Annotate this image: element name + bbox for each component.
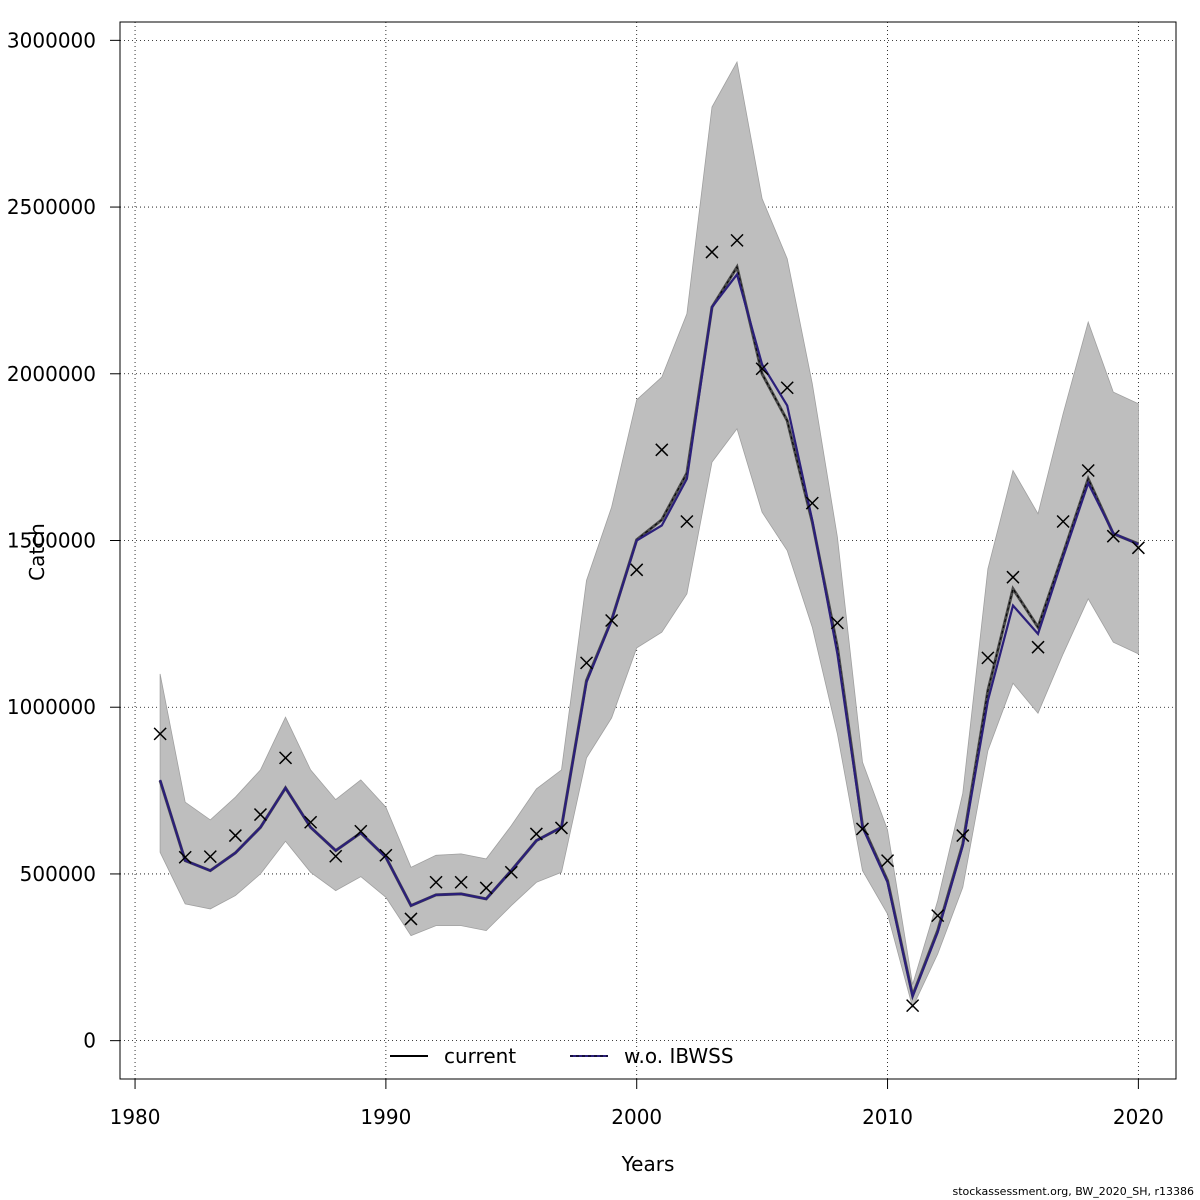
y-tick-label-0: 0 [83,1029,96,1053]
observed-point-2013 [956,829,970,843]
legend: current w.o. IBWSS [390,1044,734,1068]
legend-label-current: current [444,1044,516,1068]
y-tick-label-3: 1500000 [7,528,96,552]
observed-point-1981 [153,727,167,741]
y-axis: 0 500000 1000000 1500000 2000000 2500000 30000… [7,28,120,1053]
observed-point-1999 [605,613,619,628]
x-tick-label-1: 1990 [360,1105,411,1129]
observed-point-2015 [1006,570,1020,584]
footer-credit: stockassessment.org, BW_2020_SH, r13386 [952,1185,1194,1198]
observed-point-1995 [504,865,518,879]
legend-label-wo-ibwss: w.o. IBWSS [624,1044,734,1068]
observed-point-2003 [705,245,719,259]
line-wo-ibwss [159,271,1139,1001]
observed-point-1992 [429,875,443,889]
observed-point-1989 [354,824,368,838]
observed-point-1996 [529,827,543,841]
y-tick-label-1: 500000 [20,862,96,886]
observed-point-2007 [805,496,819,510]
observed-point-1988 [329,849,343,863]
observed-point-2006 [780,381,794,395]
observed-point-2001 [655,443,669,457]
observed-point-1998 [580,656,594,670]
observed-points [153,233,1145,1013]
y-tick-label-4: 2000000 [7,362,96,386]
observed-point-2019 [1106,529,1120,543]
observed-point-1984 [228,829,242,843]
observed-point-1985 [253,808,267,822]
observed-point-1990 [379,848,393,862]
y-tick-label-2: 1000000 [7,695,96,719]
observed-point-2020 [1131,541,1145,555]
observed-point-2005 [755,362,769,376]
y-tick-label-6: 3000000 [7,28,96,52]
observed-point-2004 [730,233,744,247]
observed-point-1997 [554,821,568,835]
observed-point-2008 [830,616,844,630]
observed-point-1982 [178,850,192,864]
x-axis: 1980 1990 2000 2010 2020 [110,1079,1164,1129]
y-tick-label-5: 2500000 [7,195,96,219]
observed-point-1991 [404,912,418,926]
observed-point-2011 [906,999,920,1013]
observed-point-2010 [881,854,895,868]
observed-point-1987 [304,815,318,829]
x-axis-title: Years [621,1152,675,1176]
plot-frame [119,21,1177,1080]
observed-point-1994 [479,881,493,895]
y-axis-title: Catch [25,523,49,581]
observed-point-2017 [1056,514,1070,529]
x-tick-label-3: 2010 [862,1105,913,1129]
observed-point-2002 [680,514,694,529]
observed-point-2016 [1031,640,1045,654]
observed-point-2014 [981,651,995,665]
observed-point-1993 [454,875,468,889]
observed-point-2012 [931,909,945,923]
confidence-band [159,60,1139,1009]
series-lines [158,263,1139,1001]
observed-point-1983 [203,850,217,864]
observed-point-1986 [279,751,293,765]
x-tick-label-0: 1980 [110,1105,161,1129]
x-tick-label-4: 2020 [1113,1105,1164,1129]
observed-point-2009 [855,822,869,836]
x-tick-label-2: 2000 [611,1105,662,1129]
observed-point-2000 [630,563,644,577]
observed-point-2018 [1081,463,1095,478]
